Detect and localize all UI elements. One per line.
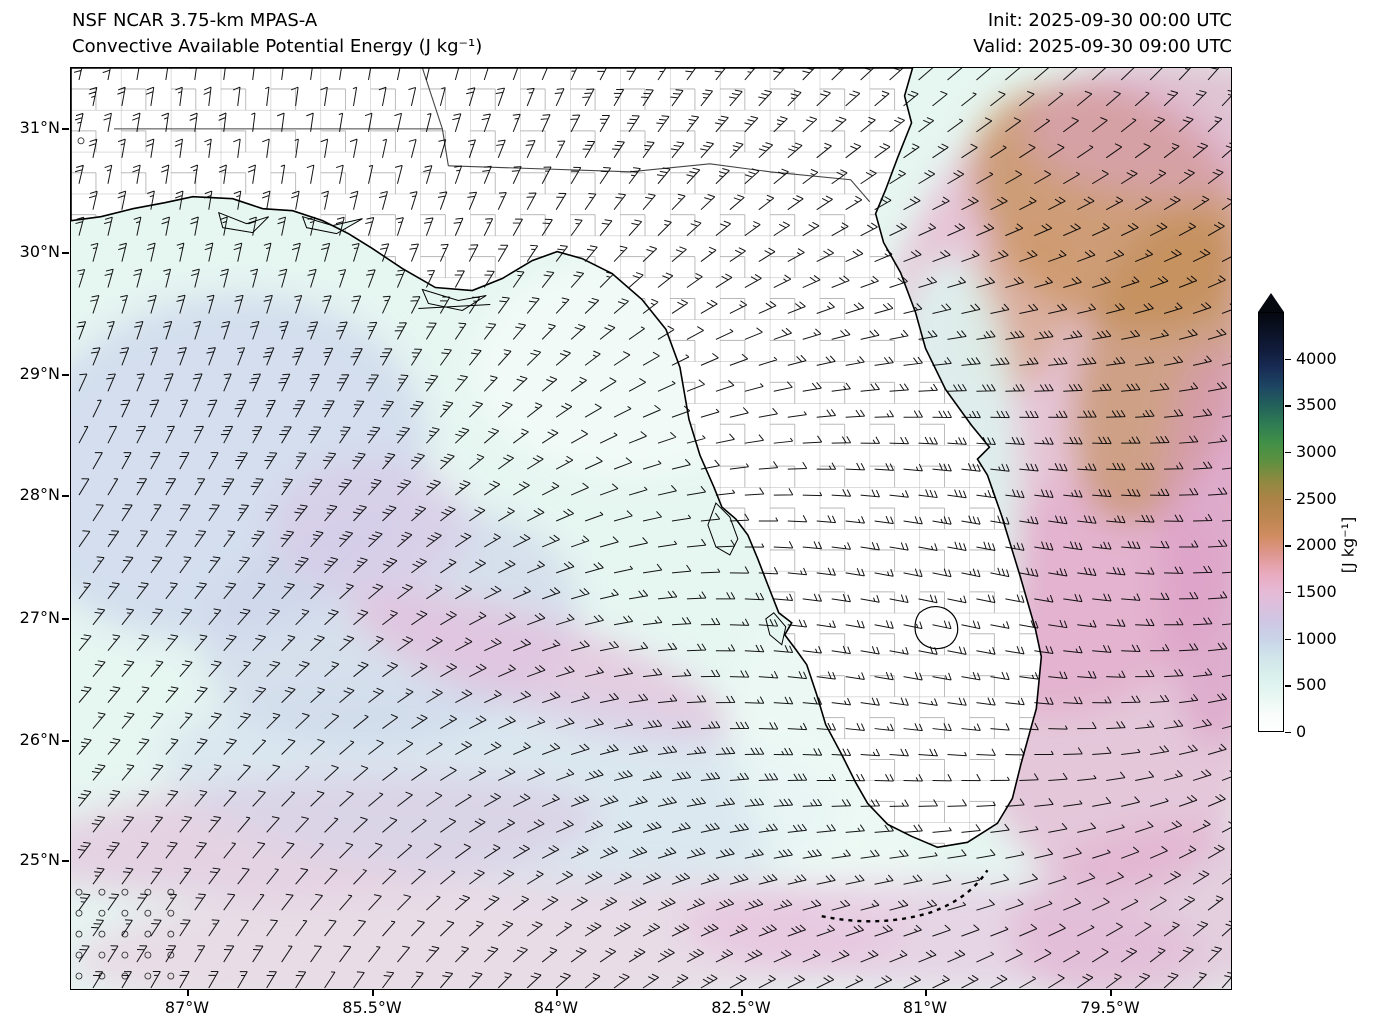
variable-title: Convective Available Potential Energy (J… — [72, 36, 483, 57]
lat-tick-mark — [62, 252, 69, 254]
barrier-island — [418, 303, 491, 309]
lat-tick-mark — [62, 495, 69, 497]
lon-tick-label: 81°W — [902, 998, 948, 1017]
lon-tick-label: 84°W — [533, 998, 579, 1017]
lat-tick-label: 29°N — [19, 364, 60, 383]
state-borders — [113, 68, 871, 203]
colorbar — [1258, 312, 1284, 732]
colorbar-extend-arrow — [1258, 293, 1284, 312]
lon-tick-mark — [925, 989, 927, 996]
colorbar-tick-label: 2500 — [1296, 488, 1337, 508]
colorbar-tick-label: 1000 — [1296, 628, 1337, 648]
lat-tick-label: 25°N — [19, 850, 60, 869]
lat-tick-mark — [62, 618, 69, 620]
colorbar-tick-mark — [1285, 592, 1291, 594]
lat-tick-mark — [62, 128, 69, 130]
lon-tick-label: 87°W — [164, 998, 210, 1017]
lat-tick-mark — [62, 740, 69, 742]
lon-tick-label: 82.5°W — [711, 998, 771, 1017]
lat-tick-label: 31°N — [19, 118, 60, 137]
florida-keys — [821, 869, 989, 923]
coastline — [71, 68, 1043, 849]
init-time: Init: 2025-09-30 00:00 UTC — [987, 10, 1232, 31]
map-canvas — [71, 68, 1231, 989]
lat-tick-label: 27°N — [19, 608, 60, 627]
lat-tick-label: 28°N — [19, 485, 60, 504]
lon-tick-label: 85.5°W — [342, 998, 402, 1017]
lake-okeechobee — [914, 605, 959, 650]
colorbar-tick-label: 500 — [1296, 675, 1327, 695]
lat-tick-mark — [62, 374, 69, 376]
map-frame — [70, 67, 1232, 990]
colorbar-tick-mark — [1285, 405, 1291, 407]
colorbar-tick-label: 3500 — [1296, 395, 1337, 415]
colorbar-tick-label: 1500 — [1296, 582, 1337, 601]
wind-barbs — [73, 68, 1231, 989]
colorbar-tick-mark — [1285, 685, 1291, 687]
lat-tick-mark — [62, 860, 69, 862]
lon-tick-mark — [556, 989, 558, 996]
colorbar-tick-mark — [1285, 452, 1291, 454]
colorbar-tick-mark — [1285, 498, 1291, 501]
colorbar-tick-mark — [1285, 732, 1291, 734]
colorbar-tick-mark — [1285, 545, 1291, 547]
lon-tick-mark — [372, 989, 374, 996]
colorbar-tick-mark — [1285, 358, 1291, 361]
model-title: NSF NCAR 3.75-km MPAS-A — [72, 10, 318, 31]
lat-tick-label: 30°N — [19, 242, 60, 261]
colorbar-tick-label: 2000 — [1296, 535, 1337, 555]
lon-tick-mark — [741, 989, 743, 996]
colorbar-tick-label: 3000 — [1296, 442, 1337, 461]
colorbar-tick-mark — [1285, 638, 1291, 641]
lon-tick-mark — [1110, 989, 1112, 996]
colorbar-unit-label: [J kg⁻¹] — [1338, 516, 1358, 574]
lat-tick-label: 26°N — [19, 730, 60, 749]
valid-time: Valid: 2025-09-30 09:00 UTC — [973, 36, 1232, 57]
colorbar-tick-label: 0 — [1296, 722, 1307, 741]
lon-tick-mark — [187, 989, 189, 996]
lon-tick-label: 79.5°W — [1080, 998, 1140, 1017]
colorbar-tick-label: 4000 — [1296, 348, 1337, 368]
